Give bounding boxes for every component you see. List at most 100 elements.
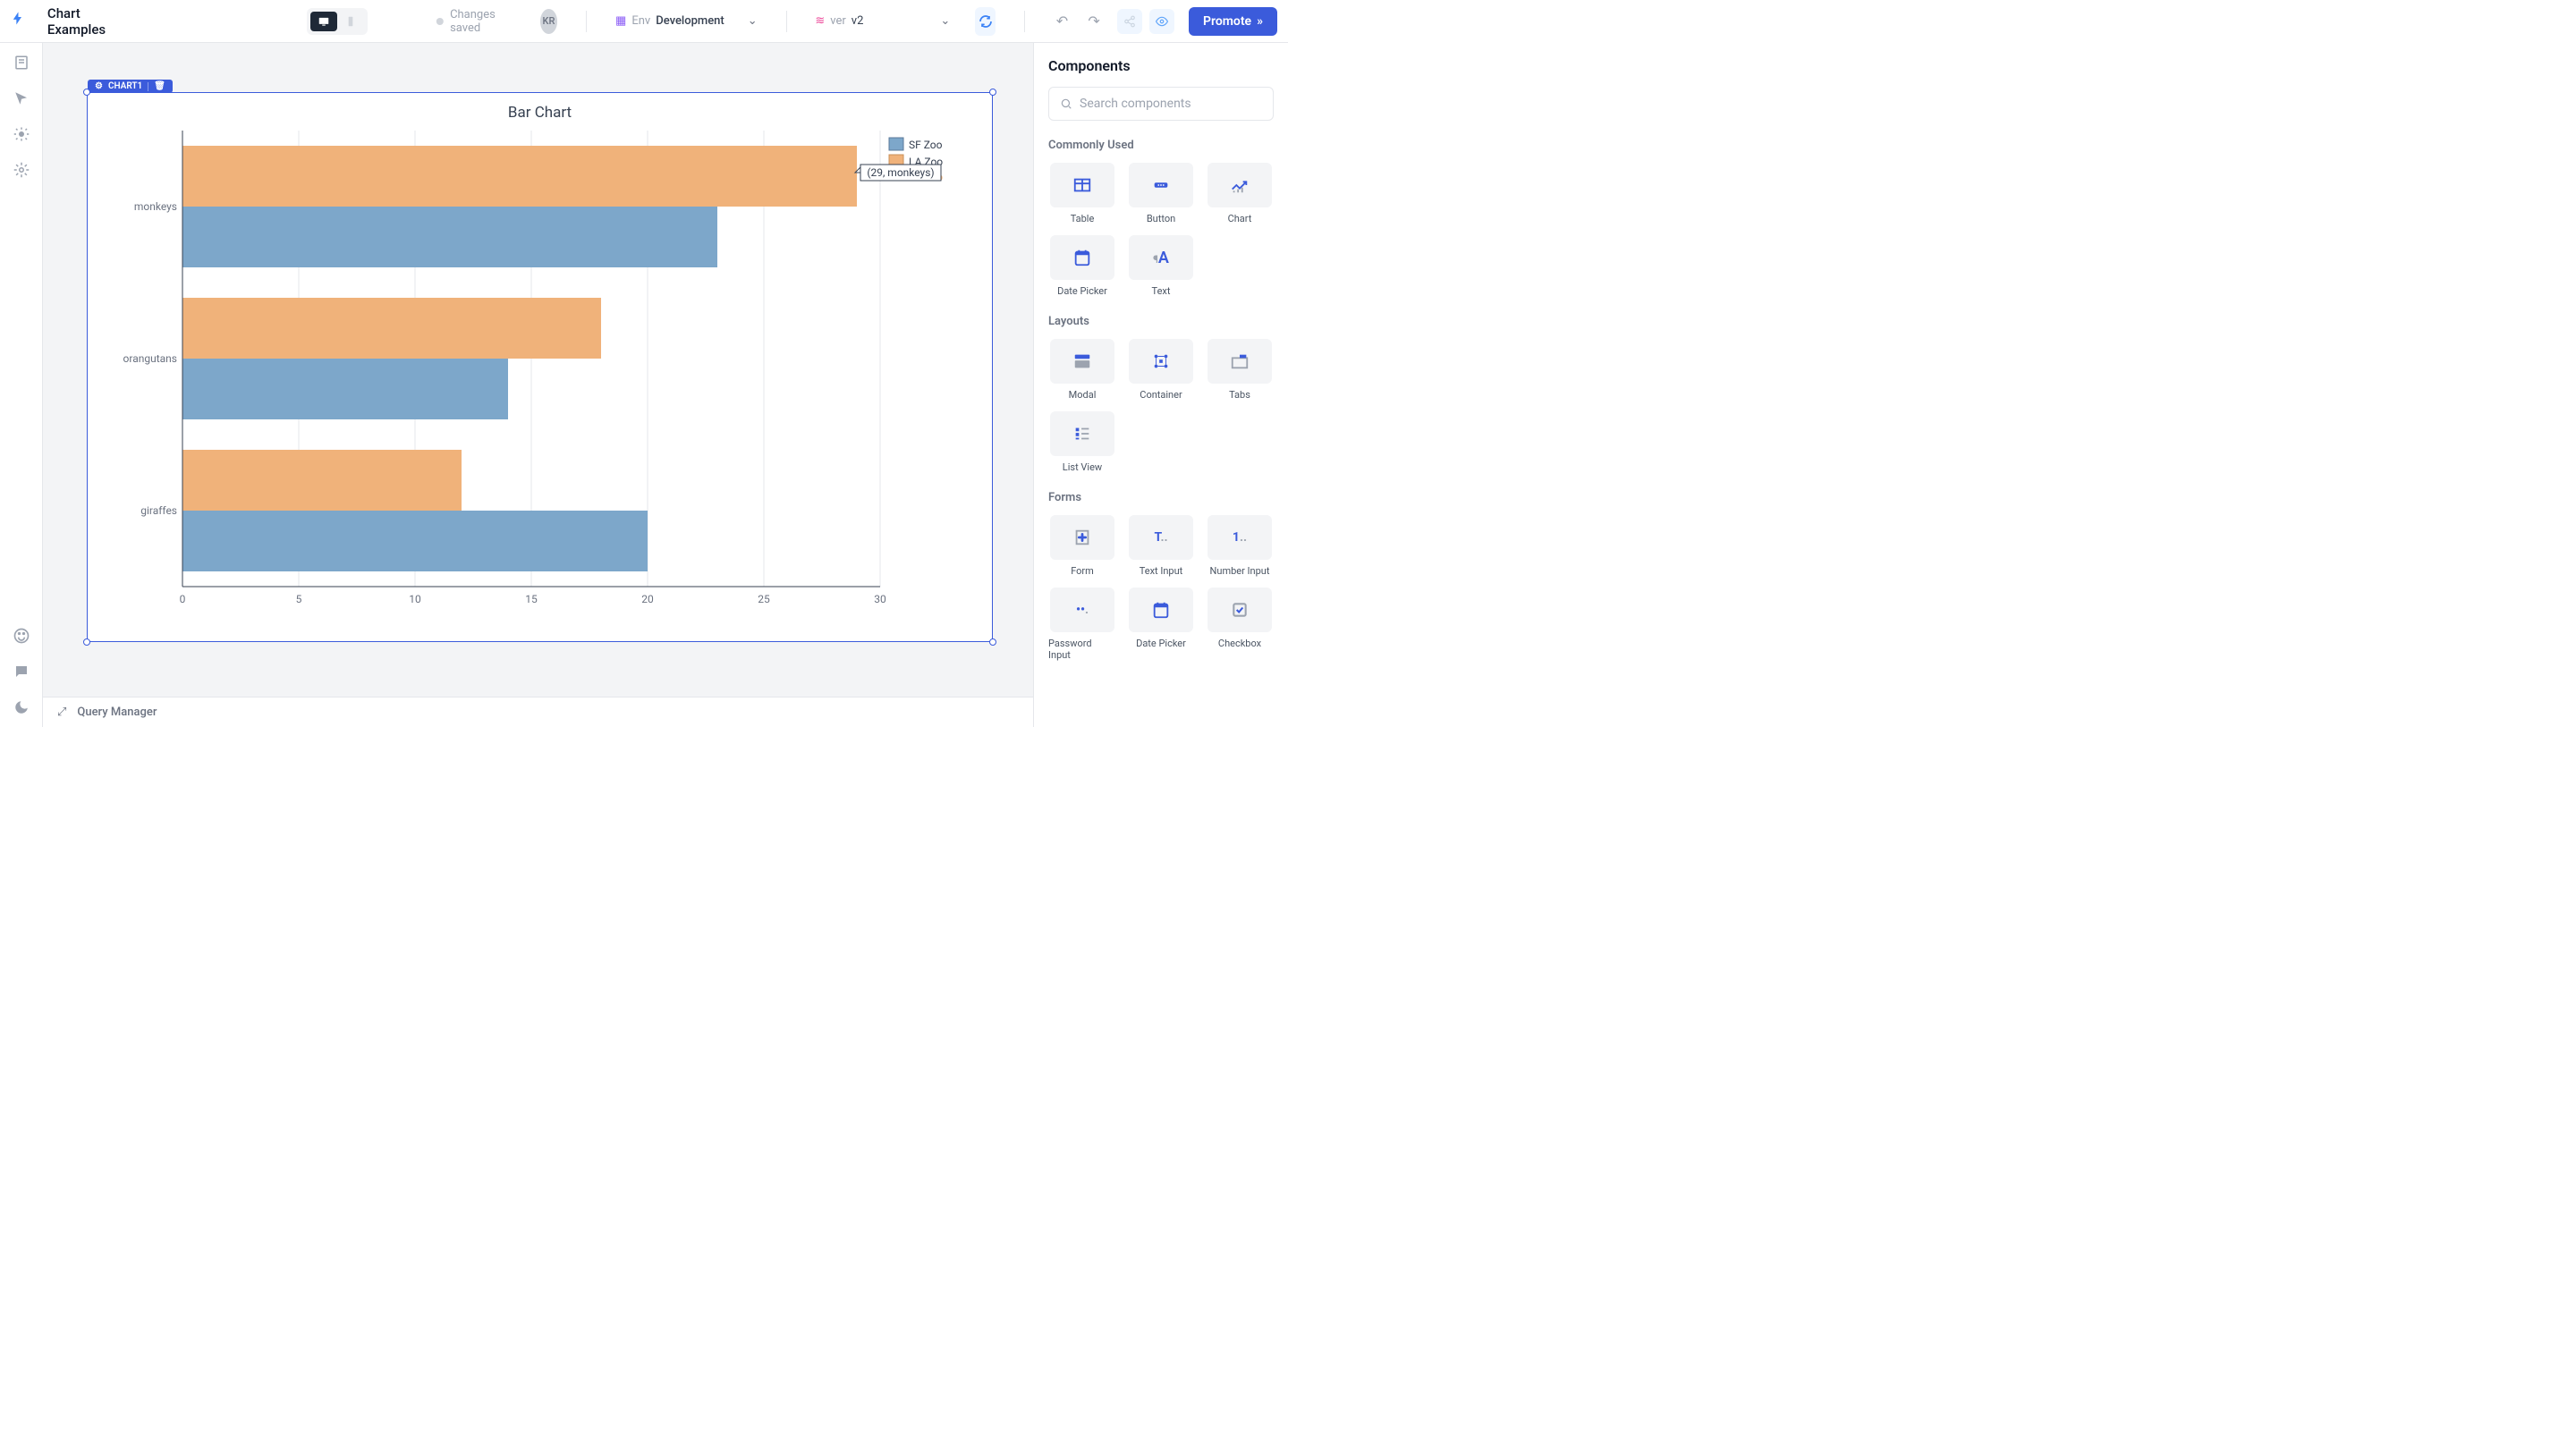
save-status: Changes saved	[436, 8, 504, 35]
promote-label: Promote	[1203, 14, 1251, 29]
component-icon	[1129, 163, 1193, 207]
component-label: Container	[1140, 389, 1182, 401]
settings-icon[interactable]	[13, 161, 30, 179]
component-form[interactable]: Form	[1048, 515, 1116, 577]
expand-icon[interactable]: ⤢	[57, 706, 66, 719]
search-placeholder: Search components	[1080, 97, 1191, 111]
app-title: Chart Examples	[47, 5, 114, 38]
search-components-input[interactable]: Search components	[1048, 87, 1274, 121]
svg-text:orangutans: orangutans	[123, 352, 176, 365]
component-icon	[1129, 339, 1193, 384]
component-password-input[interactable]: ••. Password Input	[1048, 588, 1116, 661]
svg-text:20: 20	[641, 593, 654, 605]
svg-text:30: 30	[874, 593, 886, 605]
component-label: Form	[1071, 565, 1094, 577]
chevron-right-icon: »	[1257, 14, 1263, 29]
section-layouts: Layouts	[1048, 315, 1274, 328]
svg-text:giraffes: giraffes	[140, 504, 177, 517]
component-label: Chart	[1228, 213, 1252, 224]
section-commonly-used: Commonly Used	[1048, 139, 1274, 152]
component-label: Password Input	[1048, 638, 1116, 661]
component-table[interactable]: Table	[1048, 163, 1116, 224]
component-icon	[1050, 235, 1114, 280]
selection-handle[interactable]	[989, 638, 996, 646]
component-icon: T..	[1129, 515, 1193, 560]
component-icon: ••.	[1050, 588, 1114, 632]
env-value: Development	[656, 14, 724, 28]
divider	[1024, 11, 1025, 32]
support-icon[interactable]	[13, 627, 30, 645]
selection-handle[interactable]	[83, 638, 90, 646]
component-icon	[1129, 588, 1193, 632]
svg-text:10: 10	[409, 593, 421, 605]
component-container[interactable]: Container	[1127, 339, 1195, 401]
component-date-picker[interactable]: Date Picker	[1127, 588, 1195, 661]
component-icon	[1050, 163, 1114, 207]
component-modal[interactable]: Modal	[1048, 339, 1116, 401]
env-selector[interactable]: ▦ Env Development ⌄	[615, 14, 758, 28]
component-chart[interactable]: Chart	[1206, 163, 1274, 224]
debug-icon[interactable]	[13, 125, 30, 143]
component-date-picker[interactable]: Date Picker	[1048, 235, 1116, 297]
component-icon	[1050, 515, 1114, 560]
version-selector[interactable]: ≋ ver v2 ⌄	[815, 14, 950, 28]
version-icon: ≋	[815, 14, 825, 28]
chevron-down-icon: ⌄	[748, 14, 758, 28]
desktop-view-button[interactable]	[310, 12, 337, 31]
comment-icon[interactable]	[13, 663, 30, 681]
mobile-view-button[interactable]	[337, 12, 364, 31]
component-icon: 1..	[1208, 515, 1272, 560]
theme-icon[interactable]	[13, 698, 30, 716]
component-label: Text Input	[1140, 565, 1183, 577]
component-icon	[1050, 339, 1114, 384]
component-text-input[interactable]: T.. Text Input	[1127, 515, 1195, 577]
device-toggle	[307, 8, 368, 35]
gear-icon[interactable]: ⚙	[95, 81, 103, 91]
component-text[interactable]: ¶AText	[1127, 235, 1195, 297]
component-label: Text	[1152, 285, 1171, 297]
canvas-area[interactable]: ⚙ CHART1 🗑 Bar Chart 051015202530monkeys…	[43, 43, 1033, 697]
component-number-input[interactable]: 1..Number Input	[1206, 515, 1274, 577]
svg-text:5: 5	[295, 593, 301, 605]
redo-button[interactable]: ↷	[1085, 9, 1103, 34]
selection-handle[interactable]	[83, 89, 90, 96]
trash-icon[interactable]: 🗑	[154, 81, 165, 91]
version-label: ver	[830, 14, 846, 28]
component-label: Date Picker	[1057, 285, 1107, 297]
svg-text:15: 15	[525, 593, 538, 605]
left-rail	[0, 43, 43, 727]
component-button[interactable]: Button	[1127, 163, 1195, 224]
top-bar: Chart Examples Changes saved KR ▦ Env De…	[0, 0, 1288, 43]
svg-text:25: 25	[758, 593, 770, 605]
component-icon	[1050, 411, 1114, 456]
version-value: v2	[852, 14, 864, 28]
component-list-view[interactable]: List View	[1048, 411, 1116, 473]
component-name: CHART1	[108, 81, 142, 91]
query-manager-label[interactable]: Query Manager	[77, 706, 157, 719]
inspect-icon[interactable]	[13, 89, 30, 107]
section-forms: Forms	[1048, 491, 1274, 504]
chart-component[interactable]: ⚙ CHART1 🗑 Bar Chart 051015202530monkeys…	[87, 92, 993, 642]
component-label: Tabs	[1229, 389, 1250, 401]
user-avatar[interactable]: KR	[540, 9, 558, 34]
bar-chart: 051015202530monkeysorangutansgiraffesSF …	[111, 122, 970, 640]
component-label: Modal	[1069, 389, 1097, 401]
undo-button[interactable]: ↶	[1054, 9, 1072, 34]
component-icon	[1208, 588, 1272, 632]
svg-text:monkeys: monkeys	[133, 200, 176, 213]
panel-title: Components	[1048, 57, 1274, 74]
chevron-down-icon: ⌄	[940, 14, 950, 28]
component-tabs[interactable]: Tabs	[1206, 339, 1274, 401]
refresh-button[interactable]	[975, 7, 996, 36]
env-label: Env	[631, 14, 650, 28]
component-icon	[1208, 163, 1272, 207]
preview-button[interactable]	[1149, 9, 1174, 34]
rocket-logo-icon	[11, 11, 26, 32]
component-label: Date Picker	[1136, 638, 1186, 649]
promote-button[interactable]: Promote »	[1189, 7, 1277, 36]
share-button[interactable]	[1117, 9, 1142, 34]
component-checkbox[interactable]: Checkbox	[1206, 588, 1274, 661]
svg-text:0: 0	[179, 593, 185, 605]
pages-icon[interactable]	[13, 54, 30, 72]
selection-handle[interactable]	[989, 89, 996, 96]
